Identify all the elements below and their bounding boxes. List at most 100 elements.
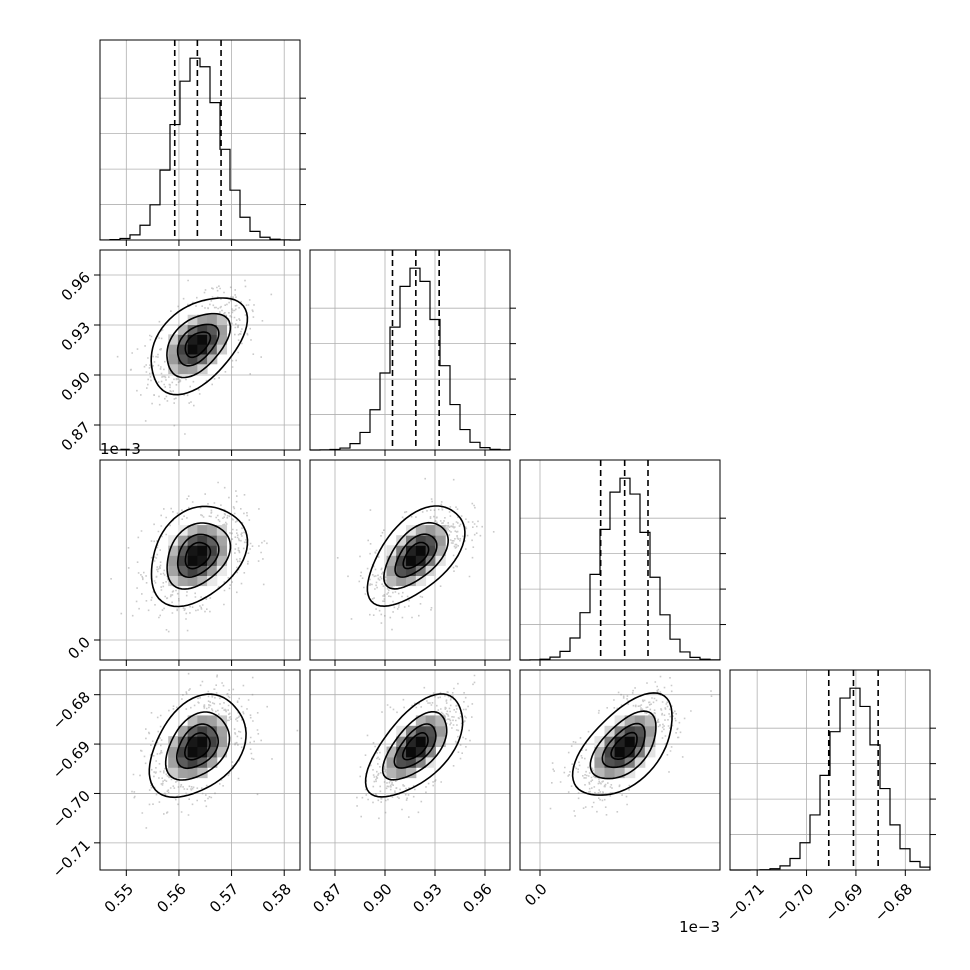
- density-cell: [216, 725, 228, 737]
- density-cell: [168, 363, 179, 375]
- density-cell: [168, 545, 179, 556]
- density-cell: [425, 715, 436, 727]
- contour-line: [183, 732, 211, 761]
- contour-line: [176, 323, 220, 367]
- joint-panel-3-2: [519, 669, 721, 871]
- density-cell: [614, 746, 626, 758]
- density-cell: [396, 767, 407, 779]
- x-tick-label: 0.57: [206, 880, 242, 916]
- contour-line: [610, 731, 638, 760]
- density-cell: [614, 767, 626, 779]
- density-cell: [207, 555, 218, 566]
- contour-line: [150, 505, 249, 608]
- density-cell: [396, 575, 407, 587]
- contour-line: [366, 505, 466, 608]
- density-cell: [187, 363, 198, 375]
- density-cell: [177, 736, 189, 748]
- joint-panel-1-0: [99, 249, 301, 451]
- density-cell: [415, 525, 427, 536]
- density-cell: [396, 565, 407, 576]
- density-cell: [197, 545, 208, 556]
- panel-frame: [729, 669, 931, 871]
- density-cell: [386, 756, 397, 768]
- density-cell: [207, 736, 218, 748]
- y-tick-label: −0.69: [49, 737, 94, 782]
- histogram-2: [519, 477, 721, 661]
- density-cell: [406, 756, 417, 768]
- density-cell: [177, 324, 189, 335]
- density-cell: [386, 565, 397, 576]
- density-cell: [425, 545, 436, 556]
- density-cell: [207, 725, 218, 737]
- density-cell: [415, 535, 427, 546]
- density-cell: [604, 746, 616, 758]
- density-cell: [634, 736, 646, 748]
- density-cell: [207, 565, 218, 576]
- density-cell: [396, 746, 407, 758]
- density-cell: [207, 525, 218, 536]
- density-cell: [177, 334, 189, 345]
- x-tick-label: −0.71: [723, 880, 768, 925]
- density-cell: [614, 756, 626, 768]
- density-cell: [216, 314, 228, 326]
- density-cell: [425, 746, 436, 758]
- density-cell: [425, 725, 436, 737]
- density-cell: [197, 334, 208, 345]
- density-cell: [604, 756, 616, 768]
- density-cell: [624, 715, 636, 727]
- x-tick-label: 0.0: [521, 880, 551, 910]
- density-cell: [415, 555, 427, 566]
- density-cell: [168, 736, 179, 748]
- density-cell: [197, 725, 208, 737]
- density-cell: [177, 767, 189, 779]
- x-tick-label: 0.96: [459, 880, 495, 916]
- contour-line: [394, 533, 438, 578]
- x-tick-label: −0.69: [821, 880, 866, 925]
- histogram-0: [99, 57, 301, 241]
- density-cell: [207, 324, 218, 335]
- density-cell: [415, 715, 427, 727]
- panel-frame: [309, 669, 511, 871]
- density-cell: [604, 767, 616, 779]
- density-cell: [187, 334, 198, 345]
- contour-line: [184, 541, 212, 570]
- marginal-panel-3: [729, 669, 936, 871]
- x-offset-text: 1e−3: [679, 918, 720, 936]
- joint-panel-2-1: [309, 459, 511, 661]
- panel-frame: [99, 459, 301, 661]
- density-cell: [386, 545, 397, 556]
- density-cell: [197, 344, 208, 355]
- density-cell: [197, 324, 208, 335]
- density-cell: [216, 535, 228, 546]
- density-cell: [187, 525, 198, 536]
- density-cell: [168, 353, 179, 365]
- density-cell: [435, 545, 446, 556]
- density-cell: [406, 736, 417, 748]
- x-tick-label: −0.68: [871, 880, 916, 925]
- contour-line: [148, 693, 247, 799]
- histogram-3: [729, 687, 931, 871]
- density-cell: [187, 555, 198, 566]
- density-cell: [435, 715, 446, 727]
- density-cell: [435, 525, 446, 536]
- density-cell: [415, 575, 427, 587]
- x-tick-label: −0.70: [772, 880, 817, 925]
- contour-line: [393, 723, 437, 769]
- panel-frame: [309, 459, 511, 661]
- density-cell: [187, 314, 198, 326]
- contour-line: [401, 732, 429, 761]
- density-cell: [634, 715, 646, 727]
- density-cell: [177, 746, 189, 758]
- histogram-1: [309, 267, 511, 451]
- y-tick-label: 0.96: [58, 268, 94, 304]
- density-cell: [187, 344, 198, 355]
- density-cell: [177, 555, 189, 566]
- density-cell: [614, 715, 626, 727]
- density-cell: [177, 725, 189, 737]
- density-cell: [168, 555, 179, 566]
- y-tick-label: 0.87: [58, 418, 94, 454]
- density-cell: [386, 555, 397, 566]
- density-cell: [435, 736, 446, 748]
- density-cell: [168, 767, 179, 779]
- density-cell: [168, 344, 179, 355]
